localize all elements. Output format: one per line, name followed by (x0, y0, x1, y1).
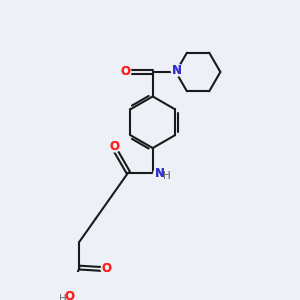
Circle shape (101, 263, 112, 274)
Text: O: O (64, 290, 74, 300)
Text: O: O (110, 140, 120, 153)
Text: H: H (163, 171, 171, 181)
Text: H: H (163, 171, 171, 181)
Text: O: O (101, 262, 112, 275)
Text: O: O (64, 290, 74, 300)
Text: N: N (154, 167, 164, 180)
Circle shape (154, 168, 166, 180)
Text: O: O (121, 65, 130, 79)
Circle shape (109, 141, 120, 152)
Text: O: O (121, 65, 130, 79)
Text: H: H (58, 294, 66, 300)
Text: N: N (154, 167, 164, 180)
Circle shape (120, 67, 131, 77)
Circle shape (171, 64, 183, 76)
Text: O: O (110, 140, 120, 153)
Text: H: H (58, 294, 66, 300)
Circle shape (64, 292, 75, 300)
Text: N: N (172, 64, 182, 76)
Text: O: O (101, 262, 112, 275)
Text: N: N (172, 64, 182, 76)
